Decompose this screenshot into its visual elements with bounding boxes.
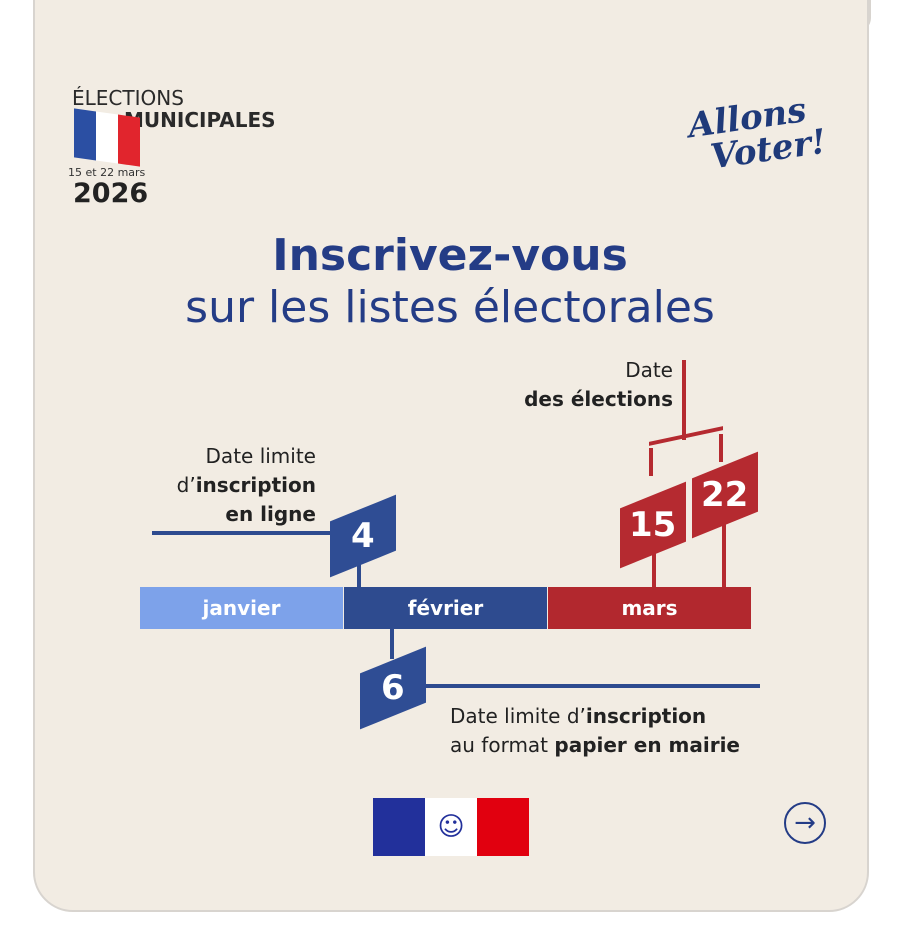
- election-card: [33, 0, 869, 912]
- header-dates: 15 et 22 mars: [68, 166, 146, 179]
- online-deadline-label: Date limite d’inscription en ligne: [176, 444, 316, 526]
- month-mars: mars: [548, 587, 751, 629]
- header-elections: ÉLECTIONS: [72, 86, 184, 110]
- elections-label: Date des élections: [524, 358, 673, 411]
- paper-deadline-label: Date limite d’inscription au format papi…: [450, 704, 740, 757]
- title-bold: Inscrivez-vous: [272, 230, 628, 281]
- allons-voter-logo: Allons Voter!: [685, 90, 829, 178]
- title-regular: sur les listes électorales: [185, 282, 715, 333]
- header-municipales: MUNICIPALES: [124, 108, 276, 132]
- arrow-right-circle-icon[interactable]: →: [784, 802, 826, 844]
- french-flag-icon: [74, 108, 140, 167]
- month-janvier: janvier: [140, 587, 343, 629]
- month-fevrier: février: [344, 587, 547, 629]
- header-year: 2026: [73, 178, 149, 209]
- marianne-logo: ☺: [373, 798, 529, 856]
